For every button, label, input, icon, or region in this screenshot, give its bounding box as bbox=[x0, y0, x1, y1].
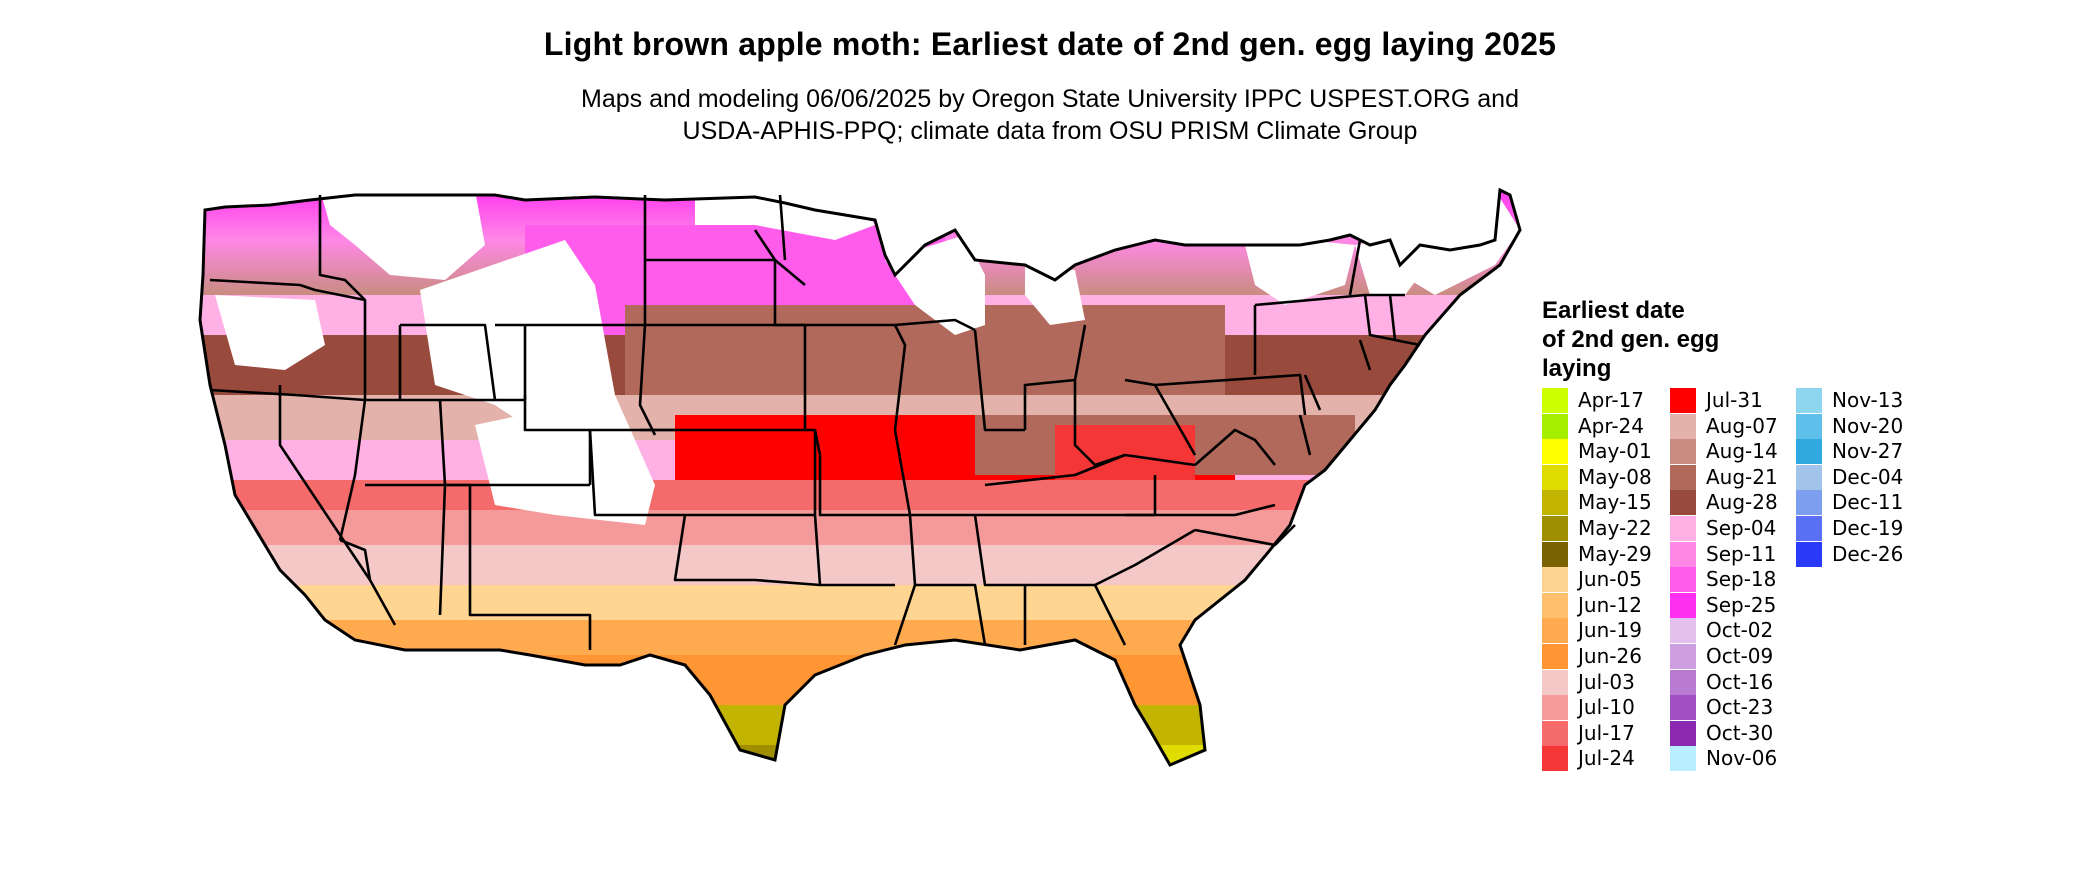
legend-label: May-15 bbox=[1578, 490, 1652, 515]
legend-label: Jul-31 bbox=[1706, 388, 1763, 412]
legend-swatch bbox=[1796, 541, 1822, 567]
legend-label: Aug-14 bbox=[1706, 439, 1778, 464]
legend-swatch bbox=[1796, 516, 1822, 541]
legend-swatch bbox=[1670, 644, 1696, 669]
legend-swatch bbox=[1670, 592, 1696, 618]
legend-label: Dec-04 bbox=[1832, 464, 1904, 489]
legend-swatch bbox=[1670, 567, 1696, 593]
legend-label: Jul-24 bbox=[1578, 746, 1635, 771]
legend-label: Oct-16 bbox=[1706, 669, 1774, 694]
legend-label: Nov-27 bbox=[1832, 439, 1904, 464]
legend-swatch bbox=[1542, 567, 1568, 593]
legend-label: May-01 bbox=[1578, 439, 1652, 464]
legend-swatch bbox=[1670, 618, 1696, 644]
legend-title-line: Earliest date bbox=[1542, 297, 1685, 324]
legend-label: Aug-21 bbox=[1706, 464, 1778, 489]
legend-label: Dec-19 bbox=[1832, 516, 1904, 540]
legend-swatch bbox=[1542, 592, 1568, 618]
legend-label: Dec-26 bbox=[1832, 541, 1904, 566]
legend-label: Jul-03 bbox=[1578, 669, 1635, 694]
legend-title-line: of 2nd gen. egg bbox=[1542, 326, 1720, 353]
legend-swatch bbox=[1542, 490, 1568, 516]
legend-swatch bbox=[1670, 516, 1696, 541]
legend-label: Nov-13 bbox=[1832, 388, 1904, 412]
legend-label: Jun-05 bbox=[1578, 567, 1642, 592]
legend-label: May-29 bbox=[1578, 541, 1652, 566]
legend-swatch bbox=[1796, 464, 1822, 490]
legend-swatch bbox=[1542, 618, 1568, 644]
legend-label: Nov-20 bbox=[1832, 413, 1904, 438]
legend: Earliest date of 2nd gen. egg laying Apr… bbox=[1542, 296, 1903, 772]
legend-label: Nov-06 bbox=[1706, 746, 1778, 771]
legend-label: Oct-30 bbox=[1706, 720, 1774, 745]
legend-swatch bbox=[1670, 490, 1696, 516]
legend-label: Oct-23 bbox=[1706, 695, 1774, 720]
legend-label: Sep-04 bbox=[1706, 516, 1777, 540]
legend-swatch bbox=[1670, 695, 1696, 721]
legend-label: Jun-19 bbox=[1578, 618, 1642, 643]
state-boundaries bbox=[209, 194, 1421, 650]
legend-label: Apr-17 bbox=[1578, 388, 1644, 412]
legend-title-line: laying bbox=[1542, 355, 1612, 382]
map-title: Light brown apple moth: Earliest date of… bbox=[543, 26, 1557, 62]
legend-swatch bbox=[1796, 439, 1822, 465]
legend-swatch bbox=[1670, 720, 1696, 746]
map-subtitle-line-1: Maps and modeling 06/06/2025 by Oregon S… bbox=[581, 85, 1519, 113]
legend-label: Dec-11 bbox=[1832, 490, 1904, 515]
map-color-fill bbox=[200, 190, 1520, 765]
legend-swatch bbox=[1542, 746, 1568, 772]
legend-swatch bbox=[1670, 541, 1696, 567]
legend-swatch bbox=[1542, 388, 1568, 413]
map-subtitle-line-2: USDA-APHIS-PPQ; climate data from OSU PR… bbox=[682, 117, 1418, 145]
legend-label: Sep-18 bbox=[1706, 567, 1777, 592]
legend-label: May-22 bbox=[1578, 516, 1652, 540]
legend-label: Aug-28 bbox=[1706, 490, 1778, 515]
legend-label: Jun-26 bbox=[1578, 644, 1642, 668]
legend-label: Sep-11 bbox=[1706, 541, 1777, 566]
legend-swatch bbox=[1542, 644, 1568, 669]
legend-swatch bbox=[1670, 388, 1696, 413]
legend-label: May-08 bbox=[1578, 464, 1652, 489]
legend-swatch bbox=[1542, 439, 1568, 465]
legend-swatch bbox=[1670, 669, 1696, 695]
legend-swatch bbox=[1542, 541, 1568, 567]
legend-swatch bbox=[1542, 720, 1568, 746]
legend-swatch bbox=[1670, 439, 1696, 465]
legend-swatch bbox=[1542, 464, 1568, 490]
legend-label: Jun-12 bbox=[1578, 592, 1642, 617]
legend-swatch bbox=[1670, 464, 1696, 490]
us-degree-day-map bbox=[198, 188, 1522, 767]
legend-swatch bbox=[1542, 695, 1568, 721]
legend-label: Aug-07 bbox=[1706, 413, 1778, 438]
legend-swatch bbox=[1670, 746, 1696, 772]
legend-swatch bbox=[1796, 413, 1822, 439]
legend-label: Apr-24 bbox=[1578, 413, 1644, 438]
legend-label: Oct-09 bbox=[1706, 644, 1774, 668]
legend-swatch bbox=[1670, 413, 1696, 439]
legend-swatch bbox=[1796, 490, 1822, 516]
legend-label: Jul-10 bbox=[1578, 695, 1635, 720]
legend-swatch bbox=[1542, 669, 1568, 695]
legend-swatch bbox=[1542, 516, 1568, 541]
legend-label: Jul-17 bbox=[1578, 720, 1635, 745]
legend-label: Oct-02 bbox=[1706, 618, 1774, 643]
legend-title: Earliest date of 2nd gen. egg laying bbox=[1542, 296, 1772, 383]
legend-label: Sep-25 bbox=[1706, 592, 1777, 617]
legend-swatch bbox=[1542, 413, 1568, 439]
legend-swatch bbox=[1796, 388, 1822, 413]
